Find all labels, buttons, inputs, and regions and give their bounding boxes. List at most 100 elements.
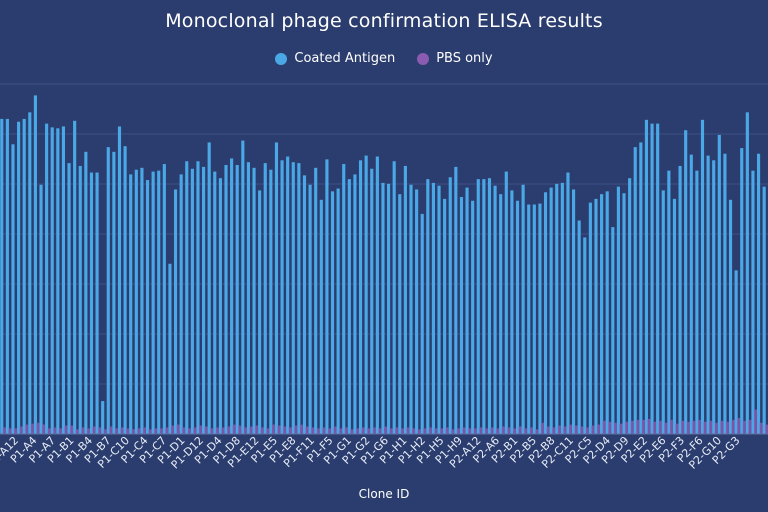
bar-pbs-only (378, 428, 382, 434)
bar-coated-antigen (95, 172, 99, 434)
bar-coated-antigen (572, 189, 576, 434)
bar-pbs-only (406, 427, 410, 434)
bar-coated-antigen (381, 182, 385, 434)
bar-coated-antigen (398, 194, 402, 434)
bar-coated-antigen (392, 161, 396, 435)
bar-coated-antigen (61, 126, 65, 434)
bar-coated-antigen (213, 171, 217, 434)
bar-coated-antigen (762, 186, 766, 434)
bar-pbs-only (199, 425, 202, 434)
bar-pbs-only (159, 428, 163, 434)
bar-coated-antigen (364, 155, 368, 434)
bar-pbs-only (473, 428, 477, 434)
bar-pbs-only (356, 428, 359, 434)
bar-coated-antigen (101, 401, 105, 434)
bar-pbs-only (748, 419, 752, 434)
bar-pbs-only (288, 427, 292, 434)
bar-pbs-only (400, 428, 404, 434)
bar-pbs-only (557, 425, 561, 434)
bar-pbs-only (70, 425, 74, 434)
bar-coated-antigen (667, 170, 671, 434)
bar-coated-antigen (117, 126, 122, 434)
bar-pbs-only (36, 422, 40, 434)
bar-coated-antigen (577, 220, 581, 434)
bar-pbs-only (697, 419, 701, 434)
bar-pbs-only (232, 424, 236, 434)
bar-coated-antigen (375, 156, 379, 435)
bar-pbs-only (737, 418, 741, 434)
x-axis-label: Clone ID (358, 487, 410, 501)
bar-pbs-only (114, 428, 118, 434)
bar-coated-antigen (605, 191, 609, 434)
bar-coated-antigen (712, 160, 716, 435)
bar-pbs-only (765, 424, 768, 434)
bar-coated-antigen (73, 120, 77, 435)
bar-coated-antigen (78, 165, 82, 434)
bar-pbs-only (742, 420, 746, 434)
bar-pbs-only (316, 428, 320, 434)
bar-coated-antigen (157, 170, 161, 434)
bar-coated-antigen (112, 151, 116, 434)
bar-coated-antigen (342, 164, 346, 434)
legend-swatch-coated-antigen (275, 52, 288, 65)
bar-pbs-only (389, 428, 393, 434)
bar-pbs-only (664, 422, 668, 434)
bar-pbs-only (468, 428, 472, 434)
bar-coated-antigen (291, 162, 295, 434)
bar-pbs-only (692, 420, 696, 434)
bar-coated-antigen (263, 163, 267, 434)
bar-coated-antigen (588, 202, 592, 434)
bar-coated-antigen (336, 188, 340, 434)
bar-coated-antigen (39, 184, 43, 434)
bar-pbs-only (574, 425, 578, 434)
bar-coated-antigen (532, 204, 536, 434)
bar-coated-antigen (751, 170, 755, 434)
bar-pbs-only (86, 428, 90, 434)
bar-pbs-only (339, 428, 343, 434)
bar-pbs-only (619, 423, 623, 434)
bar-coated-antigen (173, 189, 178, 434)
bar-pbs-only (496, 428, 500, 434)
bar-pbs-only (154, 428, 158, 434)
bar-pbs-only (641, 419, 645, 434)
legend-item-coated-antigen[interactable]: Coated Antigen (275, 51, 395, 66)
bar-pbs-only (42, 424, 45, 434)
bar-coated-antigen (258, 190, 262, 434)
bar-pbs-only (249, 426, 253, 434)
bar-coated-antigen (487, 178, 492, 434)
bar-pbs-only (445, 427, 449, 434)
bar-coated-antigen (437, 185, 441, 434)
bar-coated-antigen (230, 158, 234, 435)
bar-coated-antigen (728, 199, 733, 434)
bar-coated-antigen (678, 165, 682, 434)
bar-pbs-only (754, 409, 757, 434)
bar-coated-antigen (22, 118, 26, 435)
bar-coated-antigen (190, 168, 194, 434)
bar-pbs-only (311, 427, 315, 434)
bar-pbs-only (92, 426, 96, 434)
bar-pbs-only (681, 420, 685, 434)
bar-coated-antigen (723, 153, 727, 434)
bar-pbs-only (759, 422, 763, 434)
bar-pbs-only (507, 427, 511, 434)
bar-pbs-only (512, 428, 516, 434)
bar-coated-antigen (695, 170, 699, 434)
bar-pbs-only (630, 420, 634, 434)
bar-coated-antigen (471, 200, 475, 434)
bar-pbs-only (120, 427, 124, 434)
bar-pbs-only (344, 427, 348, 434)
bar-coated-antigen (594, 198, 598, 434)
bar-pbs-only (327, 428, 331, 434)
bar-pbs-only (703, 421, 707, 434)
bar-coated-antigen (745, 112, 749, 434)
bar-pbs-only (563, 426, 567, 434)
bar-coated-antigen (224, 165, 228, 434)
bar-coated-antigen (555, 183, 559, 434)
bar-pbs-only (395, 427, 399, 434)
tick-labels: P1-A12P1-A4P1-A7P1-B1P1-B4P1-B7P1-C10P1-… (0, 434, 743, 472)
bar-pbs-only (299, 424, 303, 434)
legend-item-pbs-only[interactable]: PBS only (417, 51, 493, 66)
bar-pbs-only (176, 424, 180, 434)
bar-pbs-only (372, 427, 376, 434)
